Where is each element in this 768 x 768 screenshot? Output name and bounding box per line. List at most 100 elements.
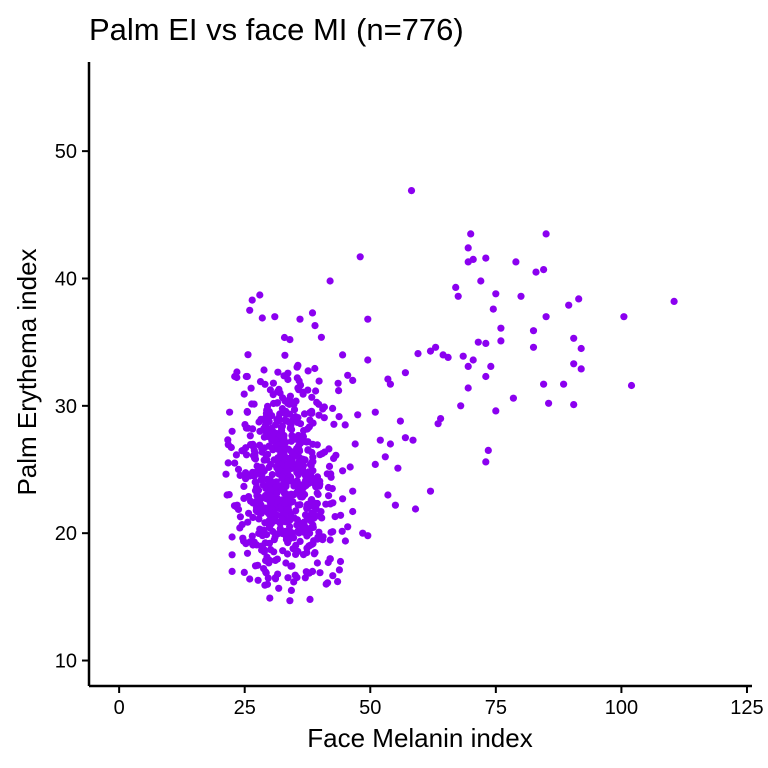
data-point — [335, 387, 343, 395]
data-point — [381, 453, 389, 461]
data-point — [411, 505, 420, 513]
data-point — [540, 266, 548, 274]
data-point — [258, 314, 266, 322]
data-point — [272, 456, 280, 464]
data-point — [308, 476, 316, 485]
data-point — [464, 258, 472, 266]
data-point — [284, 539, 292, 547]
data-point — [329, 499, 337, 507]
data-point — [302, 481, 310, 490]
data-point — [318, 450, 326, 458]
data-point — [291, 435, 299, 443]
data-point — [293, 521, 301, 529]
data-point — [284, 399, 292, 407]
data-point — [260, 565, 268, 573]
data-point — [325, 445, 333, 453]
data-point — [327, 528, 335, 536]
data-point — [292, 507, 300, 515]
data-point — [258, 470, 266, 478]
data-point — [252, 483, 261, 491]
data-point — [532, 268, 540, 276]
y-axis: 10 20 30 40 50 — [55, 62, 91, 686]
data-point — [316, 569, 324, 577]
data-point — [315, 377, 323, 385]
data-point — [265, 523, 274, 531]
data-point — [307, 471, 315, 479]
data-point — [233, 368, 241, 376]
data-point — [225, 491, 233, 499]
data-point — [407, 187, 416, 195]
data-point — [457, 402, 465, 410]
data-point — [620, 313, 628, 321]
data-point — [273, 399, 282, 407]
data-point — [236, 513, 244, 521]
data-point — [252, 504, 261, 512]
data-point — [243, 372, 251, 381]
data-point — [244, 351, 252, 359]
data-point — [227, 443, 235, 452]
data-point — [296, 381, 305, 389]
data-point — [255, 515, 263, 523]
data-point — [277, 450, 285, 458]
data-point — [284, 375, 292, 384]
y-tick-label: 10 — [55, 651, 77, 673]
data-point — [542, 313, 550, 321]
data-point — [278, 486, 286, 494]
data-point — [262, 417, 270, 426]
data-point — [542, 230, 550, 238]
data-point — [477, 277, 485, 285]
data-point — [228, 427, 236, 435]
data-point — [264, 574, 272, 582]
data-point — [228, 567, 236, 576]
data-point — [270, 508, 278, 517]
data-point — [306, 416, 314, 424]
data-point — [376, 436, 384, 444]
data-point — [300, 427, 308, 435]
data-point — [304, 446, 312, 454]
data-point — [570, 360, 578, 368]
data-point — [286, 516, 294, 524]
data-point — [271, 533, 279, 541]
data-point — [293, 374, 301, 382]
data-point — [434, 420, 442, 428]
data-point — [577, 365, 585, 373]
data-point — [238, 521, 246, 529]
data-point — [293, 573, 301, 582]
data-point — [517, 292, 525, 300]
data-point — [301, 511, 310, 519]
data-point — [529, 327, 538, 335]
data-point — [231, 459, 239, 467]
data-point — [306, 595, 314, 604]
data-point — [318, 514, 326, 522]
data-point — [260, 433, 268, 441]
data-point — [338, 527, 346, 535]
data-point — [284, 506, 293, 514]
data-point — [296, 501, 304, 509]
data-point — [226, 408, 234, 416]
data-point — [224, 459, 232, 467]
data-point — [351, 440, 359, 448]
data-point — [248, 400, 256, 408]
data-point — [322, 500, 330, 508]
data-point — [308, 393, 316, 401]
chart-title: Palm EI vs face MI (n=776) — [89, 12, 464, 47]
data-point — [256, 291, 264, 299]
data-point — [300, 410, 309, 418]
data-point — [260, 425, 268, 433]
data-point — [301, 437, 309, 445]
data-point — [337, 511, 345, 519]
y-tick-label: 50 — [55, 141, 77, 163]
data-point — [311, 322, 319, 330]
data-point — [294, 361, 302, 369]
data-point — [386, 440, 394, 448]
data-point — [299, 468, 307, 476]
data-point — [326, 277, 334, 285]
x-tick-label: 50 — [359, 697, 381, 719]
data-point — [246, 306, 254, 314]
data-point — [253, 462, 261, 470]
y-tick-label: 40 — [55, 268, 77, 290]
data-point — [492, 407, 500, 415]
data-point — [311, 364, 319, 373]
data-point — [320, 414, 328, 422]
